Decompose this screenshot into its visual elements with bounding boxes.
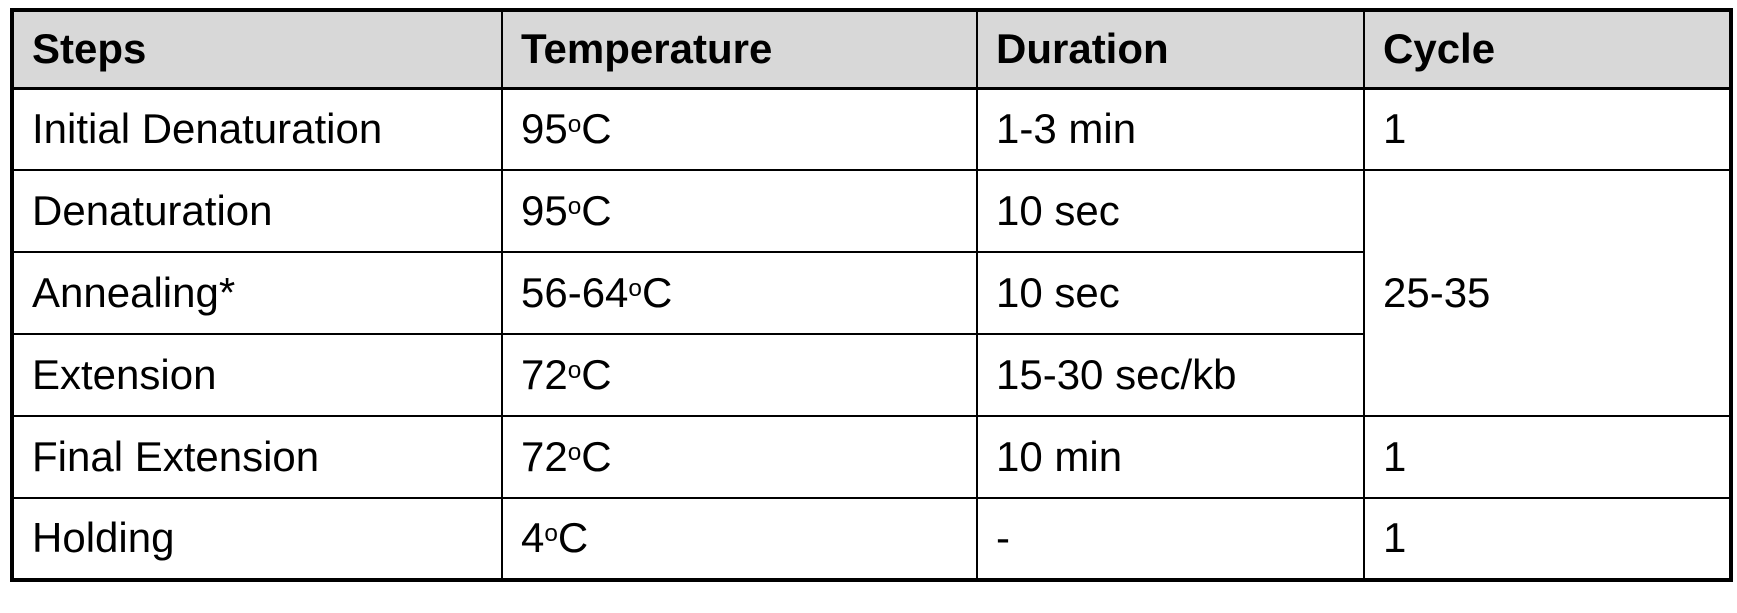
column-header-steps: Steps bbox=[11, 9, 503, 90]
cell-step: Denaturation bbox=[11, 169, 503, 253]
table-row-annealing: Annealing* 56-64oC 10 sec bbox=[11, 251, 1731, 335]
column-header-temperature: Temperature bbox=[501, 9, 978, 90]
degree-superscript: o bbox=[567, 111, 582, 139]
cell-duration: 10 sec bbox=[976, 251, 1365, 335]
temperature-value: 72 bbox=[521, 432, 568, 480]
cell-temperature: 95oC bbox=[501, 169, 978, 253]
temperature-unit: C bbox=[557, 514, 589, 562]
temperature-unit: C bbox=[581, 432, 612, 480]
cell-cycle: 1 bbox=[1363, 497, 1732, 581]
cell-duration: 15-30 sec/kb bbox=[976, 333, 1365, 417]
temperature-unit: C bbox=[581, 105, 612, 153]
cell-temperature: 4oC bbox=[501, 497, 978, 581]
pcr-protocol-table: Steps Temperature Duration Cycle Initial… bbox=[10, 8, 1733, 582]
degree-superscript: o bbox=[567, 356, 582, 384]
cell-cycle-merged: 25-35 bbox=[1363, 169, 1732, 417]
temperature-value: 72 bbox=[521, 350, 568, 398]
cell-duration: 1-3 min bbox=[976, 87, 1365, 171]
cell-step: Holding bbox=[11, 497, 503, 581]
temperature-unit: C bbox=[581, 186, 612, 234]
temperature-value: 4 bbox=[521, 514, 545, 562]
table-row-extension: Extension 72oC 15-30 sec/kb bbox=[11, 333, 1731, 417]
column-header-duration: Duration bbox=[976, 9, 1365, 90]
cell-duration: - bbox=[976, 497, 1365, 581]
temperature-unit: C bbox=[641, 268, 673, 316]
table-row-initial-denaturation: Initial Denaturation 95oC 1-3 min 1 bbox=[11, 87, 1732, 171]
cell-temperature: 72oC bbox=[501, 333, 978, 417]
temperature-unit: C bbox=[581, 350, 612, 398]
degree-superscript: o bbox=[544, 520, 558, 548]
cell-cycle: 1 bbox=[1363, 87, 1732, 171]
degree-superscript: o bbox=[567, 192, 582, 220]
table-row-denaturation: Denaturation 95oC 10 sec 25-35 bbox=[11, 169, 1732, 417]
cell-temperature: 56-64oC bbox=[501, 251, 978, 335]
cell-temperature: 72oC bbox=[501, 415, 978, 499]
cell-step: Initial Denaturation bbox=[11, 87, 503, 171]
temperature-value: 95 bbox=[521, 105, 568, 153]
temperature-value: 56-64 bbox=[521, 268, 629, 316]
cell-cycle: 1 bbox=[1363, 415, 1732, 499]
temperature-value: 95 bbox=[521, 186, 568, 234]
cell-duration: 10 min bbox=[976, 415, 1365, 499]
column-header-cycle: Cycle bbox=[1363, 9, 1732, 90]
degree-superscript: o bbox=[567, 438, 582, 466]
cell-step: Extension bbox=[11, 333, 503, 417]
table-row-holding: Holding 4oC - 1 bbox=[11, 497, 1732, 581]
cell-temperature: 95oC bbox=[501, 87, 978, 171]
degree-superscript: o bbox=[628, 274, 642, 302]
cell-step: Annealing* bbox=[11, 251, 503, 335]
cell-step: Final Extension bbox=[11, 415, 503, 499]
cell-duration: 10 sec bbox=[976, 169, 1365, 253]
table-row-final-extension: Final Extension 72oC 10 min 1 bbox=[11, 415, 1732, 499]
header-row: Steps Temperature Duration Cycle bbox=[11, 9, 1732, 90]
